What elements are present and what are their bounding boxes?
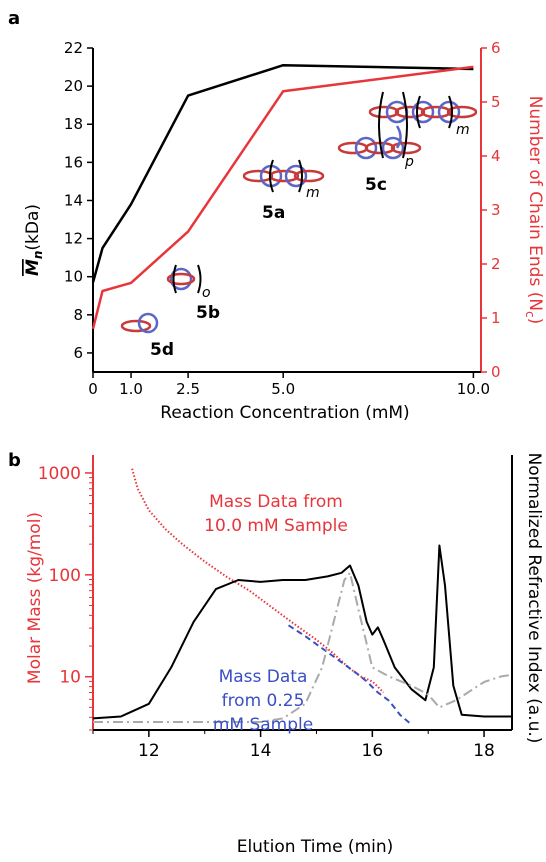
y-left-tick-label: 10 [59,668,81,688]
x-tick-label: 5.0 [271,380,295,398]
compound-5a-subscript: m [306,185,320,201]
y-left-tick-label: 16 [64,153,83,171]
compound-5b-subscript: o [202,285,211,301]
compound-5c-subscript-p: p [404,154,414,170]
y-right-tick-label: 3 [491,201,501,219]
ring-blue [137,312,159,334]
ring-red [120,319,152,333]
ring-red [420,105,452,119]
panel-b-marks: 12 14 16 18 10 100 1000 [38,455,513,761]
annotation-025mM-line2: from 0.25 [222,691,305,711]
y-right-tick-label: 4 [491,147,501,165]
ring-red [446,105,478,119]
annotation-10mM-line2: 10.0 mM Sample [204,516,348,536]
y-left-tick-label: 14 [64,191,83,209]
y-left-tick-label: 100 [49,566,81,586]
compound-5d-cartoon [120,312,159,334]
panel-b-label: b [8,450,21,471]
series-chain-ends-line [91,65,474,330]
panel-b-ylabel-right: Normalized Refractive Index (a.u.) [524,453,544,744]
ring-blue [437,100,461,124]
y-left-tick-label: 10 [64,268,83,286]
compound-5a-label: 5a [262,203,285,223]
bracket-left [269,159,274,193]
x-tick-label: 1.0 [119,380,143,398]
y-right-tick-label: 1 [491,309,501,327]
bracket-left [416,95,421,129]
bracket-right [448,95,453,129]
x-tick-label: 12 [138,741,160,761]
panel-b-xlabel: Elution Time (min) [237,837,394,857]
y-left-tick-label: 1000 [38,464,81,484]
series-ri-025mM [93,571,513,723]
y-left-tick-label: 8 [73,306,83,324]
bracket-left [378,91,384,159]
y-right-tick-label: 0 [491,363,501,381]
annotation-10mM-line1: Mass Data from [209,492,343,512]
ring-blue [381,136,405,160]
ring-blue [284,164,308,188]
series-ri-10mM [92,544,512,720]
panel-a-label: a [8,8,20,29]
y-left-tick-label: 12 [64,230,83,248]
ring-red [293,169,325,183]
y-right-tick-label: 5 [491,93,501,111]
compound-5c-cartoon [337,91,478,160]
ring-red [337,141,369,155]
panel-a-ylabel-left: Mn(kDa) [23,204,45,276]
compound-5c-label: 5c [365,175,387,195]
compound-5d-label: 5d [150,340,174,360]
ring-blue [354,136,378,160]
panel-b-ylabel-left: Molar Mass (kg/mol) [25,512,45,684]
x-tick-label: 16 [362,741,384,761]
bracket-right [298,159,303,193]
annotation-025mM-line1: Mass Data [219,667,308,687]
compound-cartoons: 5d o 5b m 5a [120,91,478,360]
x-tick-label: 14 [250,741,272,761]
bracket-right [402,91,408,159]
compound-5b-cartoon [166,264,202,294]
panel-a-ylabel-right: Number of Chain Ends (Nc) [523,96,545,325]
ring-red [166,272,196,286]
ring-red [394,105,426,119]
y-left-tick-label: 18 [64,115,83,133]
link-blue [395,125,402,149]
ring-red [242,169,274,183]
panel-a: a 0 1.0 2.5 5.0 10.068101214161820220123456 … [8,8,545,423]
y-right-tick-label: 2 [491,255,501,273]
x-tick-label: 18 [473,741,495,761]
ring-blue [411,100,435,124]
y-right-tick-label: 6 [491,39,501,57]
ring-blue [169,267,193,291]
x-tick-label: 0 [88,380,98,398]
annotation-025mM-line3: mM Sample [213,715,313,735]
compound-5c-subscript-m: m [456,122,470,138]
y-left-tick-label: 22 [64,39,83,57]
series-mass-025mM [287,624,413,726]
series-mn-line [91,63,474,283]
panel-a-xlabel: Reaction Concentration (mM) [160,403,409,423]
bracket-left [172,264,177,294]
ring-red [368,105,400,119]
x-tick-label: 10.0 [457,380,490,398]
y-left-tick-label: 20 [64,77,83,95]
x-tick-label: 2.5 [176,380,200,398]
compound-5a-cartoon [242,159,325,193]
y-left-tick-label: 6 [73,344,83,362]
bracket-right [197,264,202,294]
compound-5b-label: 5b [196,303,220,323]
